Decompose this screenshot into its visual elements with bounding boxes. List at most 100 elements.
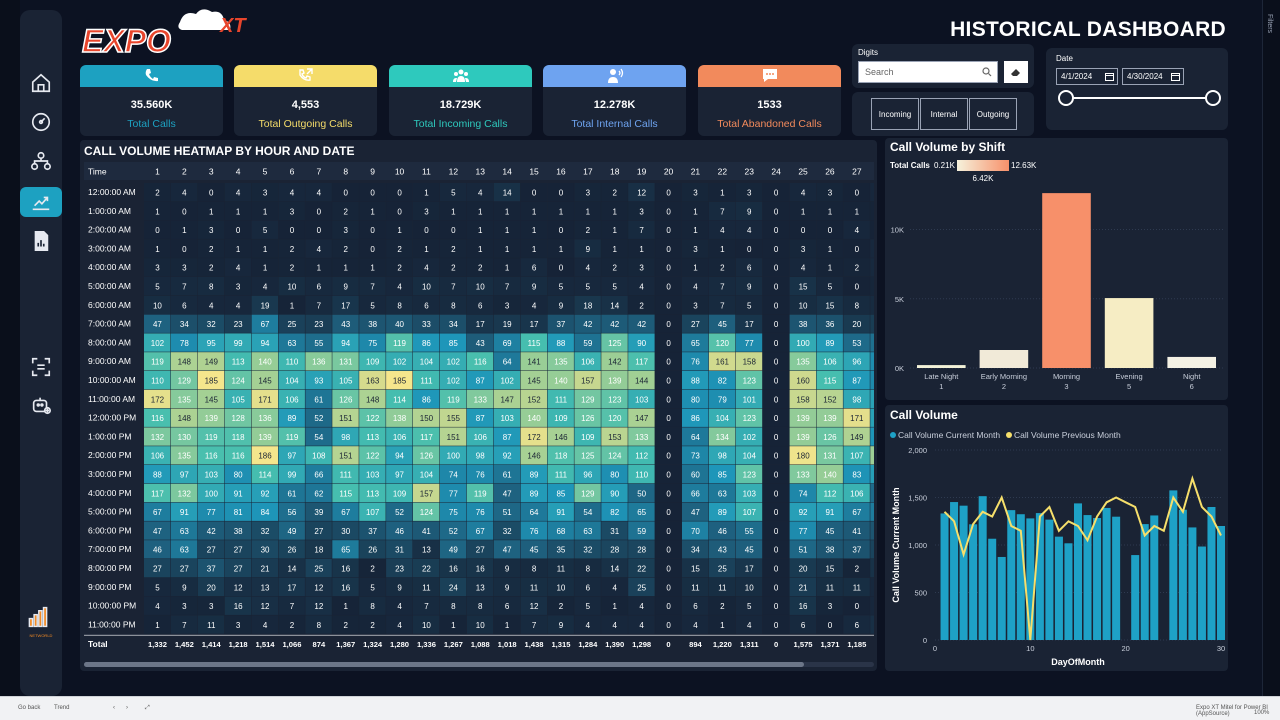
heatmap-cell[interactable] <box>816 427 843 446</box>
heatmap-cell[interactable] <box>547 277 574 296</box>
heatmap-cell[interactable] <box>413 314 440 333</box>
heatmap-cell[interactable] <box>413 446 440 465</box>
heatmap-cell[interactable] <box>655 201 682 221</box>
heatmap-cell[interactable] <box>439 408 467 427</box>
shift-bar[interactable] <box>1167 356 1216 368</box>
heatmap-cell[interactable] <box>332 333 359 352</box>
heatmap-cell[interactable] <box>789 333 816 352</box>
heatmap-cell[interactable] <box>386 201 413 221</box>
heatmap-cell[interactable] <box>197 239 225 258</box>
heatmap-cell[interactable] <box>197 371 225 390</box>
heatmap-cell[interactable] <box>708 577 736 597</box>
heatmap-cell[interactable] <box>735 559 763 578</box>
heatmap-cell[interactable] <box>493 183 521 202</box>
heatmap-cell[interactable] <box>144 465 171 484</box>
go-back-button[interactable]: Go back <box>18 705 41 711</box>
heatmap-cell[interactable] <box>144 427 171 446</box>
heatmap-cell[interactable] <box>386 615 413 634</box>
heatmap-cell[interactable] <box>251 559 278 578</box>
heatmap-cell[interactable] <box>466 521 494 540</box>
heatmap-cell[interactable] <box>655 577 682 597</box>
heatmap-cell[interactable] <box>197 559 225 578</box>
heatmap-cell[interactable] <box>628 239 655 258</box>
heatmap-cell[interactable] <box>386 483 413 503</box>
heatmap-cell[interactable] <box>628 277 655 296</box>
prev-page-icon[interactable]: ‹ <box>113 705 115 711</box>
heatmap-cell[interactable] <box>601 502 628 521</box>
heatmap-cell[interactable] <box>816 577 843 597</box>
heatmap-cell[interactable] <box>520 446 547 465</box>
heatmap-cell[interactable] <box>332 615 359 634</box>
heatmap-cell[interactable] <box>628 220 655 239</box>
heatmap-cell[interactable] <box>359 352 386 371</box>
heatmap-cell[interactable] <box>278 559 305 578</box>
heatmap-cell[interactable] <box>520 408 547 427</box>
heatmap-cell[interactable] <box>413 483 440 503</box>
heatmap-cell[interactable] <box>816 596 843 615</box>
heatmap-cell[interactable] <box>413 258 440 277</box>
heatmap-cell[interactable] <box>359 389 386 409</box>
heatmap-cell[interactable] <box>170 559 198 578</box>
heatmap-cell[interactable] <box>224 483 252 503</box>
heatmap-cell[interactable] <box>359 295 386 315</box>
heatmap-cell[interactable] <box>843 446 870 465</box>
heatmap-cell[interactable] <box>655 352 682 371</box>
heatmap-cell[interactable] <box>224 277 252 296</box>
heatmap-cell[interactable] <box>386 333 413 352</box>
heatmap-cell[interactable] <box>843 502 870 521</box>
heatmap-cell[interactable] <box>843 352 870 371</box>
heatmap-cell[interactable] <box>413 295 440 315</box>
heatmap-cell[interactable] <box>170 465 198 484</box>
heatmap-cell[interactable] <box>493 389 521 409</box>
heatmap-cell[interactable] <box>816 483 843 503</box>
heatmap-cell[interactable] <box>547 258 574 277</box>
heatmap-cell[interactable] <box>359 333 386 352</box>
heatmap-cell[interactable] <box>278 277 305 296</box>
heatmap-cell[interactable] <box>466 371 494 390</box>
current-month-bar[interactable] <box>1045 519 1054 640</box>
heatmap-cell[interactable] <box>601 465 628 484</box>
heatmap-cell[interactable] <box>197 577 225 597</box>
heatmap-cell[interactable] <box>708 540 736 559</box>
heatmap-cell[interactable] <box>870 596 874 615</box>
heatmap-cell[interactable] <box>520 465 547 484</box>
heatmap-cell[interactable] <box>359 408 386 427</box>
heatmap-cell[interactable] <box>628 615 655 634</box>
nav-org[interactable] <box>20 146 62 176</box>
heatmap-cell[interactable] <box>520 577 547 597</box>
heatmap-cell[interactable] <box>305 559 332 578</box>
heatmap-cell[interactable] <box>278 615 305 634</box>
heatmap-cell[interactable] <box>170 540 198 559</box>
heatmap-cell[interactable] <box>682 352 709 371</box>
heatmap-cell[interactable] <box>251 201 278 221</box>
heatmap-cell[interactable] <box>413 408 440 427</box>
heatmap-cell[interactable] <box>816 540 843 559</box>
heatmap-cell[interactable] <box>386 427 413 446</box>
heatmap-cell[interactable] <box>520 521 547 540</box>
heatmap-cell[interactable] <box>628 596 655 615</box>
heatmap-cell[interactable] <box>439 559 467 578</box>
heatmap-cell[interactable] <box>466 446 494 465</box>
heatmap-cell[interactable] <box>682 408 709 427</box>
heatmap-cell[interactable] <box>251 483 278 503</box>
heatmap-cell[interactable] <box>197 258 225 277</box>
heatmap-cell[interactable] <box>735 333 763 352</box>
heatmap-cell[interactable] <box>413 333 440 352</box>
heatmap-cell[interactable] <box>655 465 682 484</box>
heatmap-cell[interactable] <box>520 258 547 277</box>
heatmap-cell[interactable] <box>870 427 874 446</box>
heatmap-cell[interactable] <box>144 408 171 427</box>
heatmap-cell[interactable] <box>224 258 252 277</box>
heatmap-cell[interactable] <box>628 183 655 202</box>
heatmap-cell[interactable] <box>197 183 225 202</box>
heatmap-cell[interactable] <box>870 615 874 634</box>
heatmap-cell[interactable] <box>547 295 574 315</box>
heatmap-cell[interactable] <box>466 201 494 221</box>
heatmap-cell[interactable] <box>251 333 278 352</box>
heatmap-cell[interactable] <box>170 577 198 597</box>
heatmap-cell[interactable] <box>466 577 494 597</box>
heatmap-cell[interactable] <box>789 314 816 333</box>
heatmap-cell[interactable] <box>870 314 874 333</box>
heatmap-cell[interactable] <box>735 521 763 540</box>
heatmap-cell[interactable] <box>789 596 816 615</box>
